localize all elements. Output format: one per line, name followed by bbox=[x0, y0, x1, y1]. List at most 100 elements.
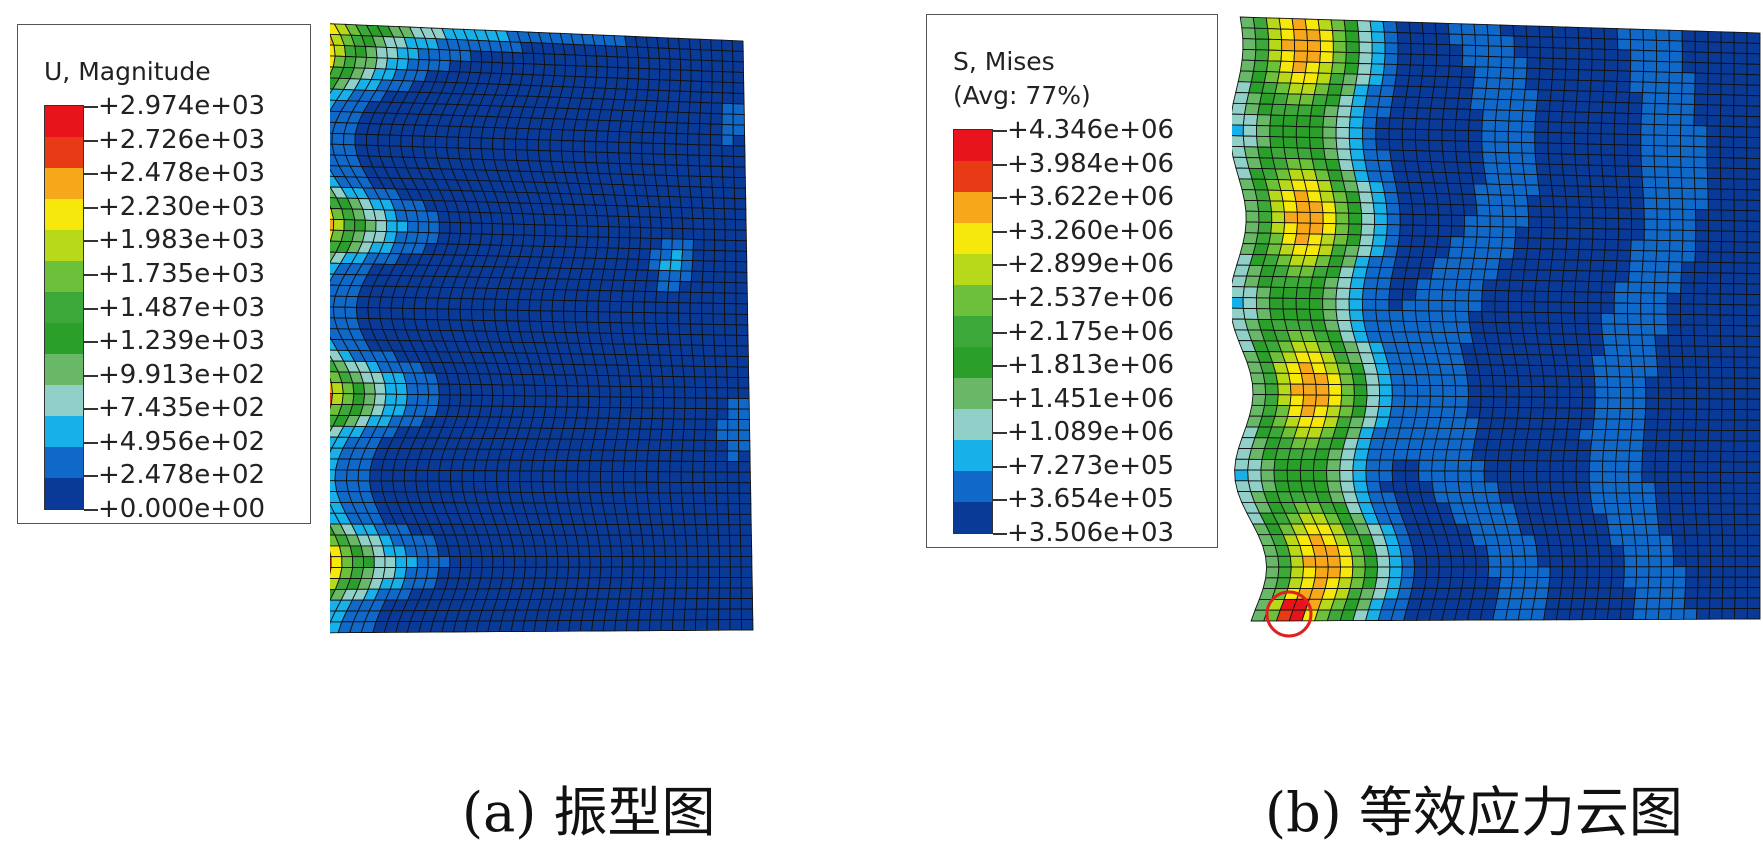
mesh-element bbox=[1387, 578, 1401, 589]
mesh-element bbox=[1274, 459, 1288, 470]
mesh-element bbox=[502, 63, 514, 74]
mesh-element bbox=[587, 237, 599, 248]
mesh-element bbox=[1696, 409, 1709, 420]
mesh-element bbox=[1503, 418, 1518, 429]
mesh-element bbox=[1366, 460, 1380, 471]
mesh-element bbox=[1500, 184, 1515, 195]
mesh-element bbox=[652, 588, 664, 599]
mesh-element bbox=[1416, 119, 1430, 130]
legend-swatch bbox=[954, 254, 992, 285]
mesh-element bbox=[1593, 366, 1607, 377]
mesh-element bbox=[1630, 187, 1644, 198]
mesh-element bbox=[621, 546, 633, 557]
mesh-element bbox=[1695, 441, 1708, 452]
mesh-element bbox=[1408, 182, 1423, 193]
mesh-element bbox=[657, 281, 669, 292]
mesh-element bbox=[588, 226, 599, 237]
mesh-element bbox=[1501, 36, 1514, 47]
mesh-element bbox=[1357, 21, 1371, 32]
mesh-element bbox=[1271, 222, 1285, 233]
mesh-element bbox=[1671, 525, 1685, 536]
mesh-element bbox=[1657, 356, 1671, 367]
mesh-element bbox=[512, 235, 524, 246]
mesh-element bbox=[1514, 36, 1527, 47]
mesh-element bbox=[1579, 38, 1592, 49]
mesh-element bbox=[1474, 184, 1489, 195]
mesh-element bbox=[704, 240, 715, 251]
mesh-element bbox=[1283, 309, 1298, 320]
mesh-element bbox=[588, 578, 600, 589]
mesh-element bbox=[738, 367, 749, 378]
mesh-element bbox=[1477, 216, 1490, 227]
mesh-element bbox=[1495, 131, 1508, 142]
mesh-element bbox=[1641, 156, 1655, 167]
mesh-element bbox=[1533, 599, 1548, 610]
mesh-element bbox=[1536, 546, 1550, 557]
mesh-element bbox=[1644, 51, 1657, 62]
mesh-element bbox=[1734, 74, 1747, 85]
mesh-element bbox=[669, 197, 681, 208]
mesh-element bbox=[534, 621, 547, 632]
mesh-element bbox=[1542, 217, 1555, 228]
mesh-element bbox=[1694, 336, 1708, 347]
mesh-element bbox=[393, 481, 406, 492]
mesh-element bbox=[1426, 215, 1439, 226]
mesh-element bbox=[1501, 429, 1516, 440]
mesh-element bbox=[599, 578, 611, 589]
mesh-element bbox=[1735, 556, 1747, 567]
mesh-element bbox=[1563, 482, 1577, 493]
mesh-element bbox=[695, 387, 706, 398]
mesh-element bbox=[1295, 234, 1310, 245]
mesh-element bbox=[1336, 299, 1349, 310]
mesh-element bbox=[630, 132, 642, 143]
mesh-element bbox=[1570, 387, 1583, 398]
mesh-element bbox=[1349, 128, 1362, 139]
mesh-element bbox=[1524, 546, 1538, 557]
mesh-element bbox=[492, 396, 504, 407]
mesh-element bbox=[1510, 461, 1524, 472]
mesh-element bbox=[1278, 567, 1291, 578]
mesh-element bbox=[1448, 247, 1463, 258]
mesh-element bbox=[1708, 262, 1721, 273]
mesh-element bbox=[460, 299, 473, 310]
mesh-element bbox=[1346, 42, 1359, 53]
mesh-element bbox=[506, 299, 518, 310]
mesh-element bbox=[1708, 210, 1721, 221]
mesh-element bbox=[1537, 461, 1551, 472]
mesh-element bbox=[1377, 278, 1392, 289]
legend-swatch bbox=[954, 440, 992, 471]
mesh-element bbox=[1416, 375, 1430, 386]
mesh-element bbox=[1681, 125, 1694, 136]
mesh-element bbox=[726, 346, 738, 357]
mesh-element bbox=[1682, 41, 1695, 52]
mesh-element bbox=[1694, 472, 1707, 483]
mesh-element bbox=[1681, 136, 1694, 147]
mesh-element bbox=[1268, 50, 1282, 61]
mesh-element bbox=[1252, 384, 1265, 395]
mesh-element bbox=[1603, 482, 1617, 493]
mesh-element bbox=[1682, 73, 1695, 84]
mesh-element bbox=[1571, 599, 1585, 610]
mesh-element bbox=[1608, 398, 1621, 409]
mesh-element bbox=[1359, 235, 1374, 246]
mesh-element bbox=[1668, 167, 1682, 178]
mesh-element bbox=[439, 60, 451, 71]
mesh-element bbox=[553, 290, 566, 301]
mesh-element bbox=[342, 383, 354, 394]
mesh-element bbox=[1669, 441, 1683, 452]
mesh-element bbox=[1655, 451, 1669, 462]
mesh-element bbox=[555, 215, 567, 226]
mesh-element bbox=[564, 322, 577, 333]
mesh-element bbox=[1327, 481, 1342, 492]
mesh-element bbox=[1389, 300, 1402, 311]
mesh-element bbox=[1243, 125, 1256, 136]
mesh-element bbox=[1303, 395, 1317, 406]
mesh-element bbox=[1271, 147, 1286, 158]
mesh-element bbox=[1669, 188, 1683, 199]
mesh-element bbox=[656, 302, 668, 313]
legend-swatch bbox=[45, 323, 83, 354]
mesh-element bbox=[1409, 22, 1423, 33]
mesh-element bbox=[418, 49, 429, 60]
mesh-element bbox=[396, 59, 408, 70]
mesh-element bbox=[1528, 206, 1542, 217]
